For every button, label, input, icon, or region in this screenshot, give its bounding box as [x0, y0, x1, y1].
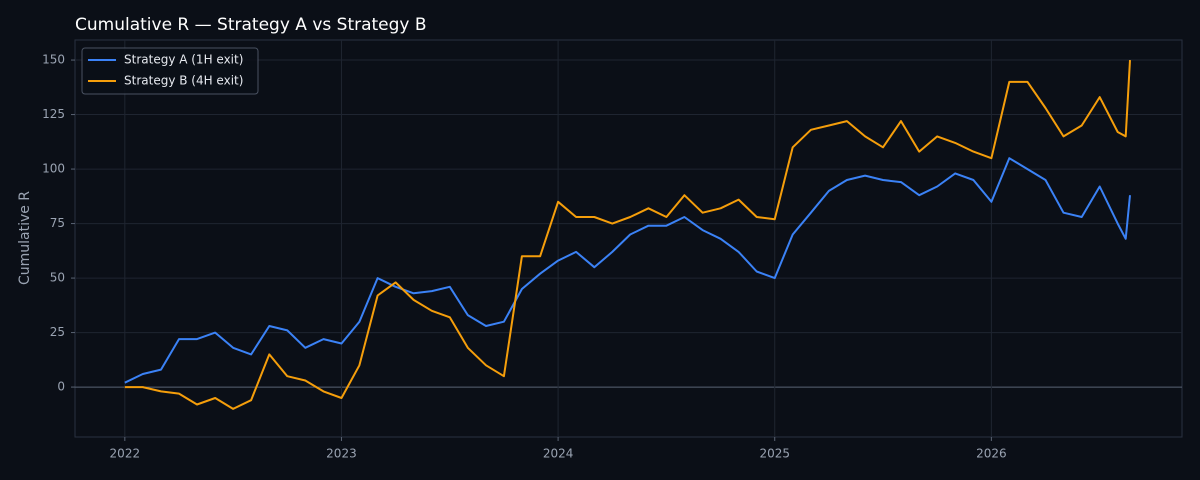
legend-label: Strategy A (1H exit) [124, 53, 243, 67]
x-tick-label: 2026 [976, 447, 1007, 461]
y-tick-label: 0 [57, 380, 65, 394]
x-tick-label: 2022 [110, 447, 141, 461]
y-tick-label: 125 [42, 107, 65, 121]
y-tick-label: 25 [50, 325, 65, 339]
chart-title: Cumulative R — Strategy A vs Strategy B [75, 15, 427, 35]
y-axis-label: Cumulative R [17, 191, 33, 285]
x-tick-label: 2023 [326, 447, 357, 461]
series-line [124, 60, 1131, 410]
x-tick-label: 2025 [759, 447, 790, 461]
y-tick-label: 75 [50, 216, 65, 230]
x-tick-label: 2024 [543, 447, 574, 461]
legend-label: Strategy B (4H exit) [124, 74, 243, 88]
y-tick-label: 50 [50, 271, 65, 285]
y-tick-label: 100 [42, 162, 65, 176]
series-line [124, 157, 1131, 384]
y-tick-label: 150 [42, 53, 65, 67]
legend-box [81, 47, 259, 95]
plot-frame [74, 39, 1183, 438]
